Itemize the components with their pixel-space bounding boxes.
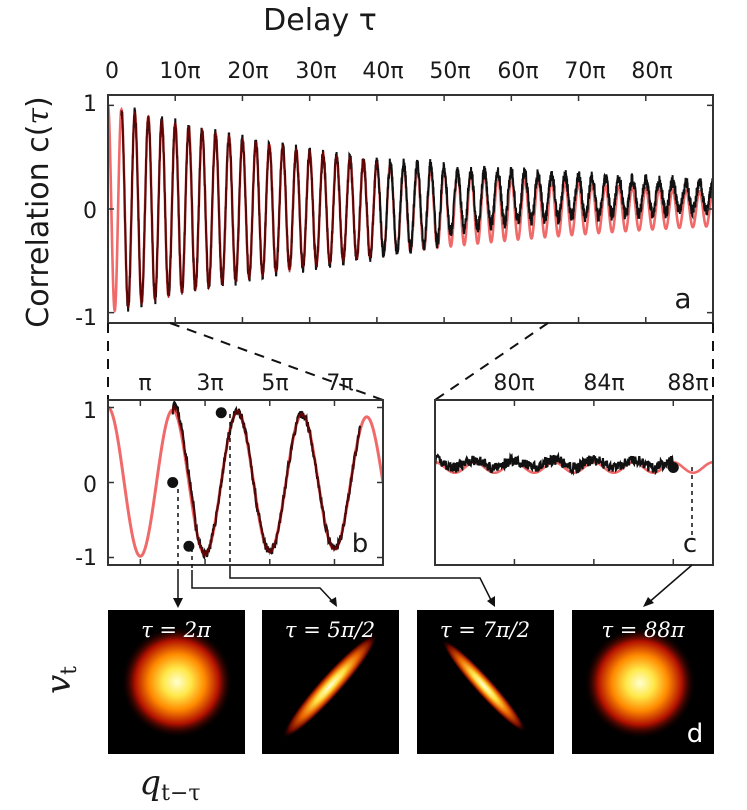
panel-d: τ = 2π τ = 5π/2 τ = 7π/2 τ = 88π d vt qt… (39, 610, 714, 806)
y-tick-label-b-m1: -1 (75, 546, 97, 571)
marker-b-0 (167, 477, 179, 488)
y-axis-label-tau: τ (21, 108, 56, 125)
heatmap-x-label: qt−τ (139, 763, 200, 806)
panel-b: π 3π 5π 7π 1 0 -1 b (75, 371, 384, 571)
heatmap-y-label: vt (39, 666, 82, 694)
heat-blob-4 (584, 627, 696, 739)
heatmap-x-label-sub: t−τ (161, 781, 200, 806)
plot-frame-c (434, 399, 714, 566)
y-tick-labels-a: 1 0 -1 (75, 92, 97, 331)
plot-frame-b (107, 399, 384, 566)
x-tick-label-a-6: 60π (497, 59, 538, 84)
x-tick-label-a-4: 40π (362, 59, 403, 84)
x-tick-label-c-2: 88π (667, 371, 708, 396)
arrow-to-tau-7pi2 (229, 570, 494, 605)
x-tick-label-b-2: 5π (261, 371, 288, 396)
x-tick-label-a-0: 0 (105, 59, 119, 84)
heat-blob-2 (282, 633, 378, 739)
marker-b-2 (215, 407, 227, 419)
x-tick-label-a-8: 80π (631, 59, 672, 84)
zoom-line-c-left (434, 322, 549, 401)
heatmap-x-label-main: q (139, 763, 161, 803)
y-axis-label-close: ) (21, 96, 56, 108)
x-tick-label-a-7: 70π (564, 59, 605, 84)
arrowhead-7pi2 (487, 596, 495, 607)
x-tick-label-b-1: 3π (196, 371, 223, 396)
zoom-connectors (107, 322, 714, 401)
x-tick-labels-b: π 3π 5π 7π (138, 371, 353, 396)
y-tick-labels-b: 1 0 -1 (75, 399, 97, 571)
marker-c-0 (667, 462, 679, 473)
y-axis-label-text: Correlation c( (21, 125, 56, 328)
arrow-to-tau-88pi (646, 564, 693, 605)
y-tick-label-a-m1: -1 (75, 306, 97, 331)
heatmap-3: τ = 7π/2 (417, 610, 554, 754)
heatmap-label-2: τ = 5π/2 (285, 618, 375, 642)
heatmap-1: τ = 2π (108, 610, 245, 754)
x-tick-label-a-1: 10π (159, 59, 200, 84)
heatmap-y-label-sub: t (57, 666, 82, 675)
series-experiment-c (435, 451, 675, 476)
heatmap-4: τ = 88π d (572, 610, 714, 754)
y-tick-label-a-1: 1 (83, 92, 97, 117)
panel-label-a: a (674, 282, 691, 315)
panel-c: 80π 84π 88π c (434, 371, 714, 566)
heatmap-label-3: τ = 7π/2 (440, 618, 530, 642)
panel-label-d: d (687, 719, 704, 749)
panel-label-b: b (352, 529, 369, 559)
x-tick-label-a-2: 20π (227, 59, 268, 84)
y-tick-label-b-0: 0 (83, 473, 97, 498)
series-experiment-b (171, 400, 362, 561)
heatmap-label-1: τ = 2π (141, 618, 212, 642)
arrowhead-88pi (643, 597, 654, 607)
x-tick-labels-c: 80π 84π 88π (493, 371, 708, 396)
x-tick-label-a-3: 30π (295, 59, 336, 84)
panel-label-c: c (683, 529, 697, 559)
heatmap-2: τ = 5π/2 (262, 610, 399, 754)
series-overlap-a (120, 110, 378, 308)
heat-blob-3 (441, 639, 527, 733)
x-tick-label-b-3: 7π (326, 371, 353, 396)
y-tick-label-a-0: 0 (83, 199, 97, 224)
series-overlap-b (171, 405, 362, 558)
heatmap-y-label-main: v (39, 675, 79, 694)
x-tick-label-c-0: 80π (493, 371, 534, 396)
zoom-line-b-right (169, 322, 384, 401)
heat-blob-1 (121, 626, 233, 738)
y-tick-label-b-1: 1 (83, 399, 97, 424)
arrowhead-5pi2 (329, 597, 337, 607)
panel-a: Delay τ 0 10π 20π 30π 40π 50π 60π 70π 80… (21, 3, 714, 331)
arrows (173, 414, 693, 608)
x-tick-label-c-1: 84π (583, 371, 624, 396)
heatmap-label-4: τ = 88π (601, 618, 685, 642)
arrow-to-tau-5pi2 (191, 570, 336, 605)
x-tick-labels-a: 0 10π 20π 30π 40π 50π 60π 70π 80π (105, 59, 673, 84)
arrowhead-2pi (173, 598, 183, 608)
x-tick-label-b-0: π (138, 371, 151, 396)
chart-title: Delay τ (263, 3, 377, 38)
x-tick-label-a-5: 50π (429, 59, 470, 84)
y-axis-label: Correlation c(τ) (21, 96, 56, 328)
